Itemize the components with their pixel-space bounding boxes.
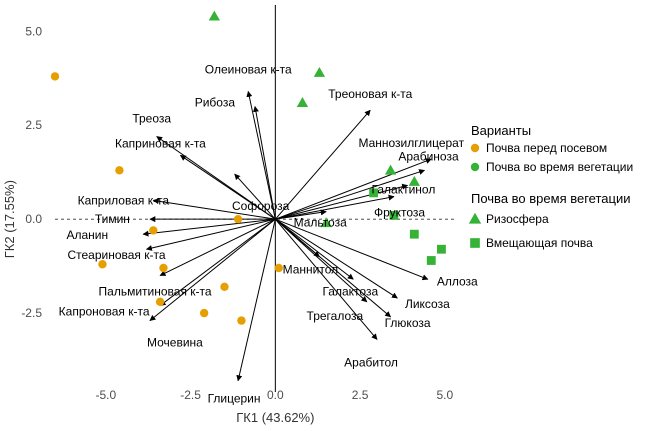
x-tick-label: -5.0 xyxy=(96,388,117,402)
loading-arrow xyxy=(275,183,409,220)
data-point xyxy=(115,166,124,175)
legend-key xyxy=(468,212,482,224)
y-tick-label: 0.0 xyxy=(25,212,42,226)
legend-label: Вмещающая почва xyxy=(486,236,593,250)
legend-label: Почва перед посевом xyxy=(486,141,607,155)
loading-label: Каприновая к-та xyxy=(115,136,206,150)
loading-label: Галактоза xyxy=(322,284,378,298)
data-point xyxy=(233,214,243,224)
legend-title-variants: Варианты xyxy=(471,123,531,138)
legend-key xyxy=(470,238,480,248)
data-point xyxy=(149,226,158,235)
loading-arrow xyxy=(142,218,276,237)
loading-label: Мальтоза xyxy=(294,216,348,230)
loading-label: Арабиноза xyxy=(398,149,459,163)
loading-label: Софороза xyxy=(232,199,290,213)
data-point xyxy=(320,217,332,228)
data-point xyxy=(426,256,436,265)
data-point xyxy=(296,97,309,107)
data-point xyxy=(313,66,326,77)
loading-arrow xyxy=(234,173,276,220)
data-point xyxy=(389,210,399,220)
y-tick-label: 2.5 xyxy=(25,118,42,132)
data-point xyxy=(274,263,283,273)
data-point xyxy=(237,316,246,325)
loading-label: Маннозилглицерат xyxy=(358,136,464,150)
x-tick-label: 2.5 xyxy=(352,388,369,402)
loading-arrow xyxy=(236,219,276,382)
loading-arrow xyxy=(149,218,276,322)
legend-title-shape: Почва во время вегетации xyxy=(471,191,630,206)
data-point xyxy=(409,229,419,239)
loading-arrow xyxy=(246,90,276,220)
data-point xyxy=(408,175,420,186)
loading-arrow xyxy=(159,218,276,306)
loading-arrow xyxy=(253,105,276,220)
loading-label: Арабитол xyxy=(344,355,398,369)
loading-label: Стеариновая к-та xyxy=(67,248,165,262)
loading-label: Трегалоза xyxy=(307,309,364,323)
loading-label: Треоновая к-та xyxy=(328,87,412,101)
x-axis-title: ГК1 (43.62%) xyxy=(236,410,314,425)
loading-arrow xyxy=(275,209,327,220)
data-point xyxy=(199,308,209,318)
data-point xyxy=(155,297,165,307)
loading-label: Аллоза xyxy=(437,274,478,288)
data-point xyxy=(98,260,107,269)
loading-arrow xyxy=(275,218,392,318)
loading-label: Глицерин xyxy=(208,392,261,406)
loading-arrow xyxy=(152,198,276,220)
loading-label: Каприловая к-та xyxy=(78,193,170,207)
loading-label: Ликсоза xyxy=(405,297,450,311)
loading-label: Глюкоза xyxy=(385,316,431,330)
loading-arrow xyxy=(275,194,395,220)
data-point xyxy=(208,10,220,21)
legend-label: Почва во время вегетации xyxy=(486,160,633,174)
loading-arrow xyxy=(275,218,354,280)
legend-label: Ризосфера xyxy=(486,212,549,226)
loading-label: Пальмитиновая к-та xyxy=(99,285,212,299)
loading-label: Аланин xyxy=(66,228,108,242)
loading-arrow xyxy=(275,218,398,299)
data-point xyxy=(159,263,168,273)
loading-arrow xyxy=(275,218,368,303)
loading-label: Фруктоза xyxy=(374,206,425,220)
x-tick-label: 5.0 xyxy=(436,388,453,402)
legend-key xyxy=(470,143,480,153)
loading-arrow xyxy=(275,158,432,220)
y-axis-title: ГК2 (17.55%) xyxy=(2,180,17,258)
loading-label: Треоза xyxy=(132,112,171,126)
data-point xyxy=(50,72,60,81)
loading-arrow xyxy=(159,218,276,276)
loading-arrow xyxy=(274,218,378,340)
legend-key xyxy=(470,162,480,172)
loading-arrow xyxy=(275,218,429,281)
data-point xyxy=(369,188,379,198)
loading-arrow xyxy=(179,154,276,220)
y-tick-label: 5.0 xyxy=(25,24,42,38)
x-tick-label: -2.5 xyxy=(180,388,201,402)
loading-label: Маннитол xyxy=(283,263,339,277)
loading-arrow xyxy=(274,109,371,220)
loading-label: Капроновая к-та xyxy=(59,305,150,319)
data-point xyxy=(384,164,397,175)
loading-label: Рибоза xyxy=(195,95,236,109)
loading-label: Мочевина xyxy=(147,336,203,350)
loading-label: Галактинол xyxy=(372,182,436,196)
x-tick-label: 0.0 xyxy=(267,388,284,402)
data-point xyxy=(437,244,446,254)
y-tick-label: -2.5 xyxy=(21,306,42,320)
loading-label: Тимин xyxy=(95,212,130,226)
loading-arrow xyxy=(145,218,276,251)
data-point xyxy=(220,282,229,291)
loading-arrow xyxy=(275,169,426,220)
loading-label: Олеиновая к-та xyxy=(205,62,292,76)
